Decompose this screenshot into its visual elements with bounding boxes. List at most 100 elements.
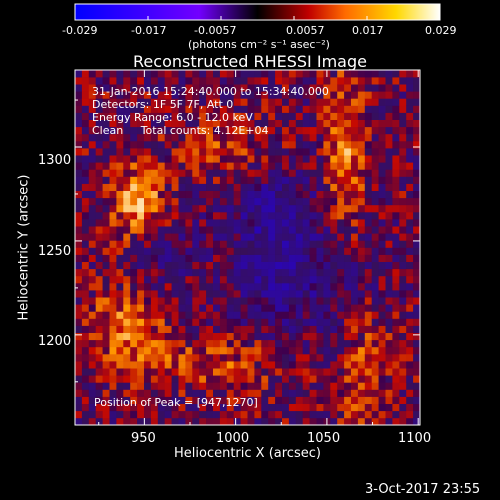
heatmap-cell (150, 297, 159, 305)
heatmap-cell (261, 382, 269, 390)
heatmap-cell (109, 332, 117, 341)
heatmap-cell (392, 141, 400, 149)
heatmap-cell (357, 268, 366, 277)
heatmap-cell (330, 176, 338, 184)
heatmap-cell (351, 389, 359, 397)
heatmap-cell (337, 112, 345, 120)
heatmap-cell (137, 297, 145, 305)
heatmap-cell (385, 247, 393, 255)
heatmap-cell (116, 396, 124, 404)
heatmap-cell (150, 197, 159, 206)
heatmap-cell (254, 403, 262, 412)
heatmap-cell (95, 212, 103, 220)
heatmap-cell (178, 382, 186, 390)
heatmap-cell (399, 240, 407, 248)
heatmap-cell (337, 410, 345, 419)
heatmap-cell (185, 204, 193, 213)
heatmap-cell (88, 197, 96, 206)
heatmap-cell (261, 233, 269, 241)
heatmap-cell (116, 169, 124, 177)
heatmap-cell (351, 375, 359, 383)
heatmap-cell (95, 91, 103, 99)
heatmap-cell (144, 162, 152, 170)
heatmap-cell (185, 176, 193, 184)
heatmap-cell (309, 155, 317, 163)
heatmap-cell (413, 98, 421, 106)
heatmap-cell (323, 183, 331, 191)
heatmap-cell (81, 148, 90, 156)
heatmap-cell (295, 91, 303, 99)
heatmap-cell (219, 176, 228, 184)
heatmap-cell (95, 176, 103, 184)
heatmap-cell (123, 233, 131, 241)
heatmap-cell (378, 318, 386, 326)
heatmap-cell (199, 148, 207, 156)
heatmap-cell (233, 98, 241, 106)
heatmap-cell (282, 112, 290, 120)
heatmap-cell (351, 162, 359, 170)
heatmap-cell (295, 410, 303, 419)
heatmap-cell (385, 141, 393, 149)
heatmap-cell (357, 396, 366, 404)
heatmap-cell (288, 70, 297, 78)
heatmap-cell (330, 70, 338, 78)
heatmap-cell (364, 297, 372, 305)
heatmap-cell (344, 190, 352, 199)
heatmap-cell (406, 268, 414, 277)
heatmap-cell (344, 169, 352, 177)
heatmap-cell (206, 311, 214, 319)
heatmap-cell (240, 77, 248, 85)
heatmap-cell (109, 247, 117, 255)
heatmap-cell (378, 197, 386, 206)
heatmap-cell (192, 410, 200, 419)
heatmap-cell (206, 325, 214, 333)
heatmap-cell (150, 133, 159, 142)
heatmap-cell (406, 176, 414, 184)
heatmap-cell (206, 297, 214, 305)
heatmap-cell (192, 219, 200, 227)
heatmap-cell (323, 311, 331, 319)
heatmap-cell (130, 141, 138, 149)
heatmap-cell (88, 396, 96, 404)
heatmap-cell (351, 290, 359, 298)
heatmap-cell (206, 155, 214, 163)
heatmap-cell (102, 275, 110, 284)
heatmap-cell (344, 297, 352, 305)
heatmap-cell (406, 396, 414, 404)
heatmap-cell (385, 169, 393, 177)
heatmap-cell (137, 226, 145, 234)
heatmap-cell (254, 304, 262, 312)
heatmap-cell (261, 275, 269, 284)
heatmap-cell (413, 247, 421, 255)
heatmap-cell (351, 98, 359, 106)
heatmap-cell (192, 247, 200, 255)
heatmap-cell (399, 148, 407, 156)
heatmap-cell (157, 126, 165, 135)
y-tick-label-1250: 1250 (38, 244, 72, 259)
heatmap-cell (95, 275, 103, 284)
heatmap-cell (213, 396, 221, 404)
heatmap-cell (157, 283, 165, 291)
heatmap-cell (123, 119, 131, 128)
heatmap-cell (323, 155, 331, 163)
heatmap-cell (357, 389, 366, 397)
heatmap-cell (130, 283, 138, 291)
heatmap-cell (130, 212, 138, 220)
heatmap-cell (219, 197, 228, 206)
heatmap-cell (192, 133, 200, 142)
heatmap-cell (413, 318, 421, 326)
heatmap-cell (226, 396, 234, 404)
heatmap-cell (157, 197, 165, 206)
heatmap-cell (81, 382, 90, 390)
heatmap-cell (399, 290, 407, 298)
heatmap-cell (102, 346, 110, 355)
heatmap-cell (240, 389, 248, 397)
heatmap-cell (344, 112, 352, 120)
heatmap-cell (95, 311, 103, 319)
heatmap-cell (185, 375, 193, 383)
heatmap-cell (206, 339, 214, 348)
heatmap-cell (288, 219, 297, 227)
heatmap-cell (226, 212, 234, 220)
heatmap-cell (295, 126, 303, 135)
heatmap-cell (357, 133, 366, 142)
